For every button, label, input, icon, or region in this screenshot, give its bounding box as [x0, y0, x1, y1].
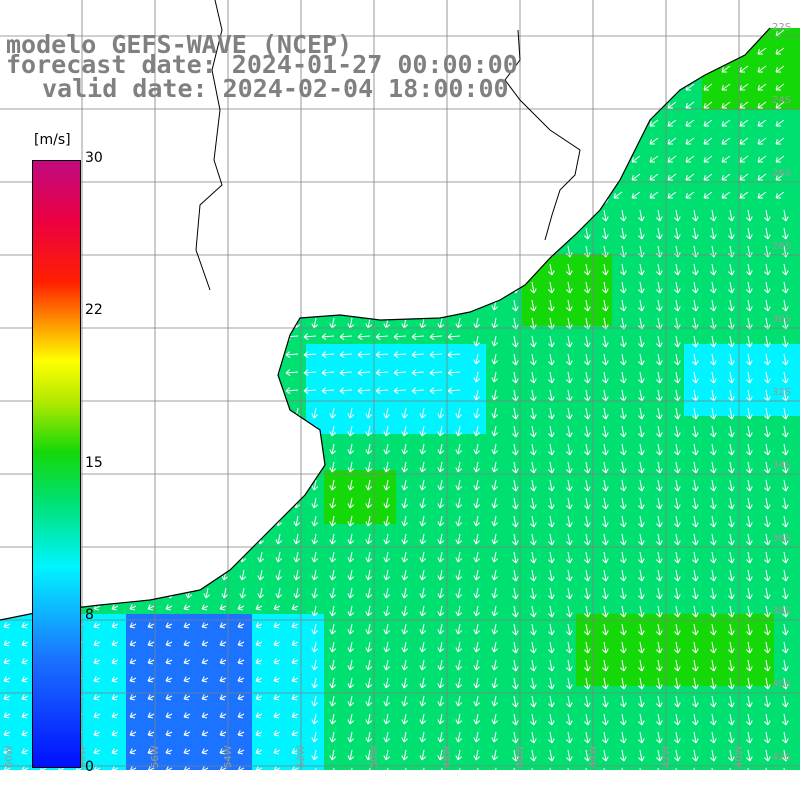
lat-label: 34S — [772, 460, 791, 471]
lon-label: 54W — [223, 745, 234, 768]
colorbar-tick-8: 8 — [85, 607, 94, 623]
lat-label: 40S — [772, 679, 791, 690]
colorbar — [32, 160, 81, 768]
lon-label: 42W — [661, 745, 672, 768]
lon-label: 44W — [588, 745, 599, 768]
lat-label: 38S — [772, 606, 791, 617]
lon-label: 60W — [4, 745, 15, 768]
lon-label: 50W — [369, 745, 380, 768]
model-title: modelo GEFS-WAVE (NCEP) — [6, 30, 353, 59]
valid-date: valid date: 2024-02-04 18:00:00 — [42, 74, 509, 103]
lon-label: 58W — [77, 745, 88, 768]
coastline — [0, 0, 771, 621]
lon-label: 52W — [296, 745, 307, 768]
colorbar-tick-30: 30 — [85, 150, 103, 166]
lat-lon-grid — [0, 0, 800, 770]
lat-label: 28S — [772, 241, 791, 252]
lat-label: 42S — [772, 752, 791, 763]
lat-label: 36S — [772, 533, 791, 544]
lat-label: 30S — [772, 314, 791, 325]
lat-label: 22S — [772, 22, 791, 33]
lat-label: 24S — [772, 95, 791, 106]
lat-label: 32S — [772, 387, 791, 398]
colorbar-unit: [m/s] — [34, 132, 71, 148]
colorbar-tick-15: 15 — [85, 455, 103, 471]
lon-label: 40W — [734, 745, 745, 768]
grid-labels: 22S 24S 26S 28S 30S 32S 34S 36S 38S 40S 42S 60W 58W 5… — [4, 22, 791, 768]
lon-label: 56W — [150, 745, 161, 768]
lon-label: 48W — [442, 745, 453, 768]
lat-label: 26S — [772, 168, 791, 179]
lon-label: 46W — [515, 745, 526, 768]
forecast-date: forecast date: 2024-01-27 00:00:00 — [6, 50, 518, 79]
colorbar-tick-0: 0 — [85, 759, 94, 775]
colorbar-tick-22: 22 — [85, 302, 103, 318]
